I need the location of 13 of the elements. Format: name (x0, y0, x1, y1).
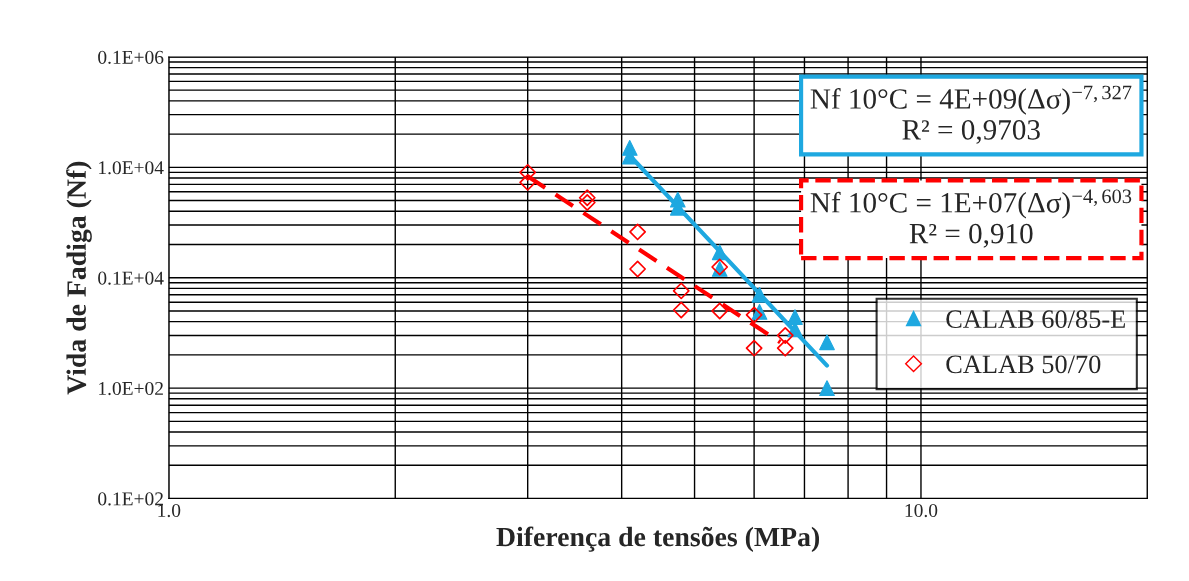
y-tick-label: 1.0E+04 (99, 161, 164, 175)
legend-label: CALAB 60/85-E (946, 310, 1125, 329)
y-axis-title: Vida de Fadiga (Nf) (66, 161, 92, 395)
y-tick-label: 0.1E+06 (98, 50, 164, 64)
y-tick-label: 1.0E+02 (99, 381, 163, 396)
x-tick-label: 1.0 (158, 503, 181, 518)
x-tick-label: 10.0 (905, 503, 938, 518)
y-tick-label: 0.1E+02 (98, 492, 163, 506)
text: Nf 10°C = 1E+07(Δσ)$^{−4,603}$ R² = 0,910 (810, 189, 1132, 248)
legend-label: CALAB 50/70 (946, 355, 1101, 374)
text: Nf 10°C = 4E+09(Δσ)$^{−7,327}$ R² = 0,9703 (810, 85, 1132, 144)
x-axis-title: Diferença de tensões (MPa) (496, 526, 820, 553)
y-tick-label: 0.1E+04 (98, 271, 164, 285)
